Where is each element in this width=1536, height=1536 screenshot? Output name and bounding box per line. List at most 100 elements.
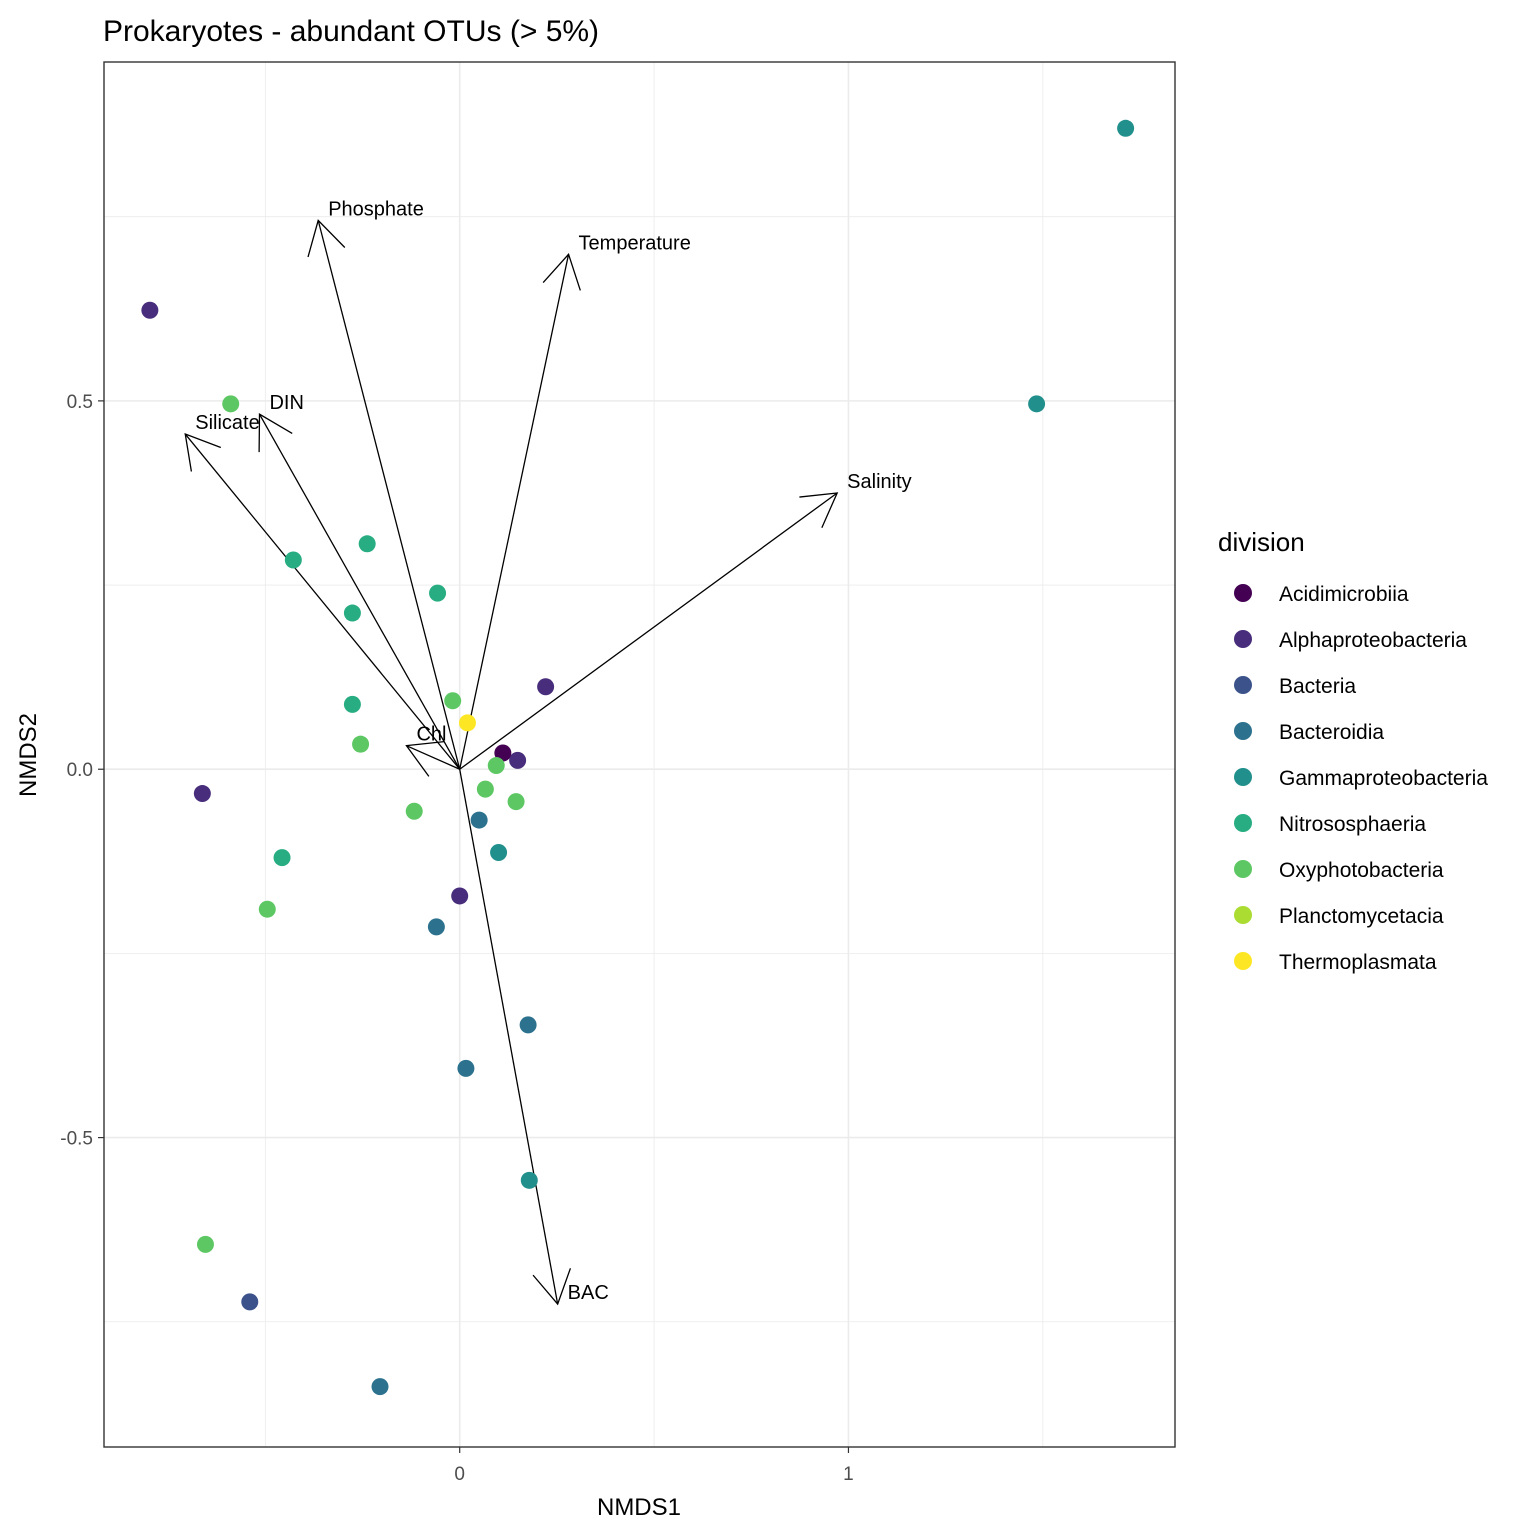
y-tick-label: 0.0 <box>67 760 93 781</box>
legend-swatch <box>1234 906 1252 924</box>
point-gammaproteobacteria <box>490 843 508 861</box>
vector-line <box>258 413 461 770</box>
vector-label: Temperature <box>579 232 691 254</box>
legend: division Acidimicrobiia Alphaproteobacter… <box>1218 527 1488 974</box>
vector-salinity: Salinity <box>459 471 912 770</box>
legend-label: Alphaproteobacteria <box>1279 629 1467 652</box>
vector-chl: Chl <box>405 724 460 777</box>
vector-arrowhead <box>532 1268 572 1306</box>
legend-entries: Acidimicrobiia Alphaproteobacteria Bacteri… <box>1234 583 1488 974</box>
legend-swatch <box>1234 952 1252 970</box>
point-nitrososphaeria <box>343 604 361 622</box>
point-nitrososphaeria <box>358 535 376 553</box>
vector-line <box>459 254 570 770</box>
vector-line <box>459 769 559 1305</box>
vector-label: Salinity <box>847 471 911 493</box>
point-bacteroidia <box>470 811 488 829</box>
legend-swatch <box>1234 630 1252 648</box>
point-nitrososphaeria <box>284 551 302 569</box>
legend-swatch <box>1234 860 1252 878</box>
legend-label: Gammaproteobacteria <box>1279 767 1488 790</box>
data-points <box>141 119 1135 1396</box>
point-bacteria <box>241 1293 259 1311</box>
legend-item-alphaproteobacteria: Alphaproteobacteria <box>1234 629 1467 652</box>
legend-item-oxyphotobacteria: Oxyphotobacteria <box>1234 859 1444 882</box>
x-tick-label: 0 <box>454 1464 465 1485</box>
point-alphaproteobacteria <box>509 751 527 769</box>
legend-swatch <box>1234 676 1252 694</box>
axis-ticks: 0 1 -0.5 0.0 0.5 <box>60 392 853 1485</box>
point-acidimicrobiia <box>494 744 512 762</box>
point-oxyphotobacteria <box>507 793 525 811</box>
point-oxyphotobacteria <box>444 692 462 710</box>
vector-arrowhead <box>405 740 445 777</box>
environmental-vectors: Phosphate Temperature DIN Silicate Salinity C… <box>184 198 912 1306</box>
plot-background <box>104 62 1175 1447</box>
y-tick-label: 0.5 <box>67 392 93 413</box>
point-oxyphotobacteria <box>352 735 370 753</box>
point-alphaproteobacteria <box>537 678 555 696</box>
vector-label: DIN <box>269 392 303 414</box>
point-bacteroidia <box>457 1059 475 1077</box>
legend-label: Acidimicrobiia <box>1279 583 1409 606</box>
x-axis-title: NMDS1 <box>597 1494 681 1521</box>
point-gammaproteobacteria <box>1028 395 1046 413</box>
legend-label: Bacteroidia <box>1279 721 1384 744</box>
vector-phosphate: Phosphate <box>307 198 461 770</box>
point-bacteroidia <box>519 1016 537 1034</box>
legend-item-planctomycetacia: Planctomycetacia <box>1234 905 1444 928</box>
vector-arrowhead <box>799 492 839 529</box>
legend-swatch <box>1234 584 1252 602</box>
vector-line <box>459 492 838 770</box>
point-alphaproteobacteria <box>451 887 469 905</box>
vector-label: Silicate <box>195 412 259 434</box>
x-tick-label: 1 <box>843 1464 854 1485</box>
vector-arrowhead <box>542 253 581 291</box>
legend-label: Nitrososphaeria <box>1279 813 1426 836</box>
point-bacteroidia <box>427 918 445 936</box>
vector-label: BAC <box>568 1282 609 1304</box>
point-gammaproteobacteria <box>1117 119 1135 137</box>
point-nitrososphaeria <box>429 584 447 602</box>
point-bacteroidia <box>371 1378 389 1396</box>
point-thermoplasmata <box>458 714 476 732</box>
grid-lines <box>104 62 1175 1447</box>
vector-arrowhead <box>258 413 293 453</box>
legend-item-thermoplasmata: Thermoplasmata <box>1234 951 1437 974</box>
vector-temperature: Temperature <box>459 232 691 770</box>
legend-item-gammaproteobacteria: Gammaproteobacteria <box>1234 767 1488 790</box>
point-oxyphotobacteria <box>222 395 240 413</box>
vector-arrowhead <box>184 433 222 472</box>
vector-bac: BAC <box>459 769 609 1306</box>
legend-item-nitrososphaeria: Nitrososphaeria <box>1234 813 1426 836</box>
legend-label: Thermoplasmata <box>1279 951 1437 974</box>
legend-swatch <box>1234 768 1252 786</box>
legend-swatch <box>1234 722 1252 740</box>
plot-border <box>103 61 1176 1448</box>
point-oxyphotobacteria <box>196 1235 214 1253</box>
point-oxyphotobacteria <box>405 802 423 820</box>
point-oxyphotobacteria <box>258 900 276 918</box>
legend-label: Oxyphotobacteria <box>1279 859 1444 882</box>
vector-label: Chl <box>416 724 446 746</box>
vector-din: DIN <box>258 392 461 770</box>
point-nitrososphaeria <box>273 849 291 867</box>
legend-label: Bacteria <box>1279 675 1356 698</box>
legend-item-bacteria: Bacteria <box>1234 675 1356 698</box>
y-axis-title: NMDS2 <box>15 713 42 797</box>
point-oxyphotobacteria <box>476 780 494 798</box>
point-alphaproteobacteria <box>141 301 159 319</box>
vector-arrowhead <box>307 219 346 258</box>
vector-line <box>406 745 460 770</box>
vector-silicate: Silicate <box>184 412 461 770</box>
point-oxyphotobacteria <box>487 757 505 775</box>
legend-item-bacteroidia: Bacteroidia <box>1234 721 1384 744</box>
vector-line <box>184 433 461 770</box>
legend-title: division <box>1218 527 1305 557</box>
legend-label: Planctomycetacia <box>1279 905 1444 928</box>
point-alphaproteobacteria <box>193 785 211 803</box>
point-nitrososphaeria <box>343 695 361 713</box>
vector-line <box>317 220 461 770</box>
legend-item-acidimicrobiia: Acidimicrobiia <box>1234 583 1409 606</box>
